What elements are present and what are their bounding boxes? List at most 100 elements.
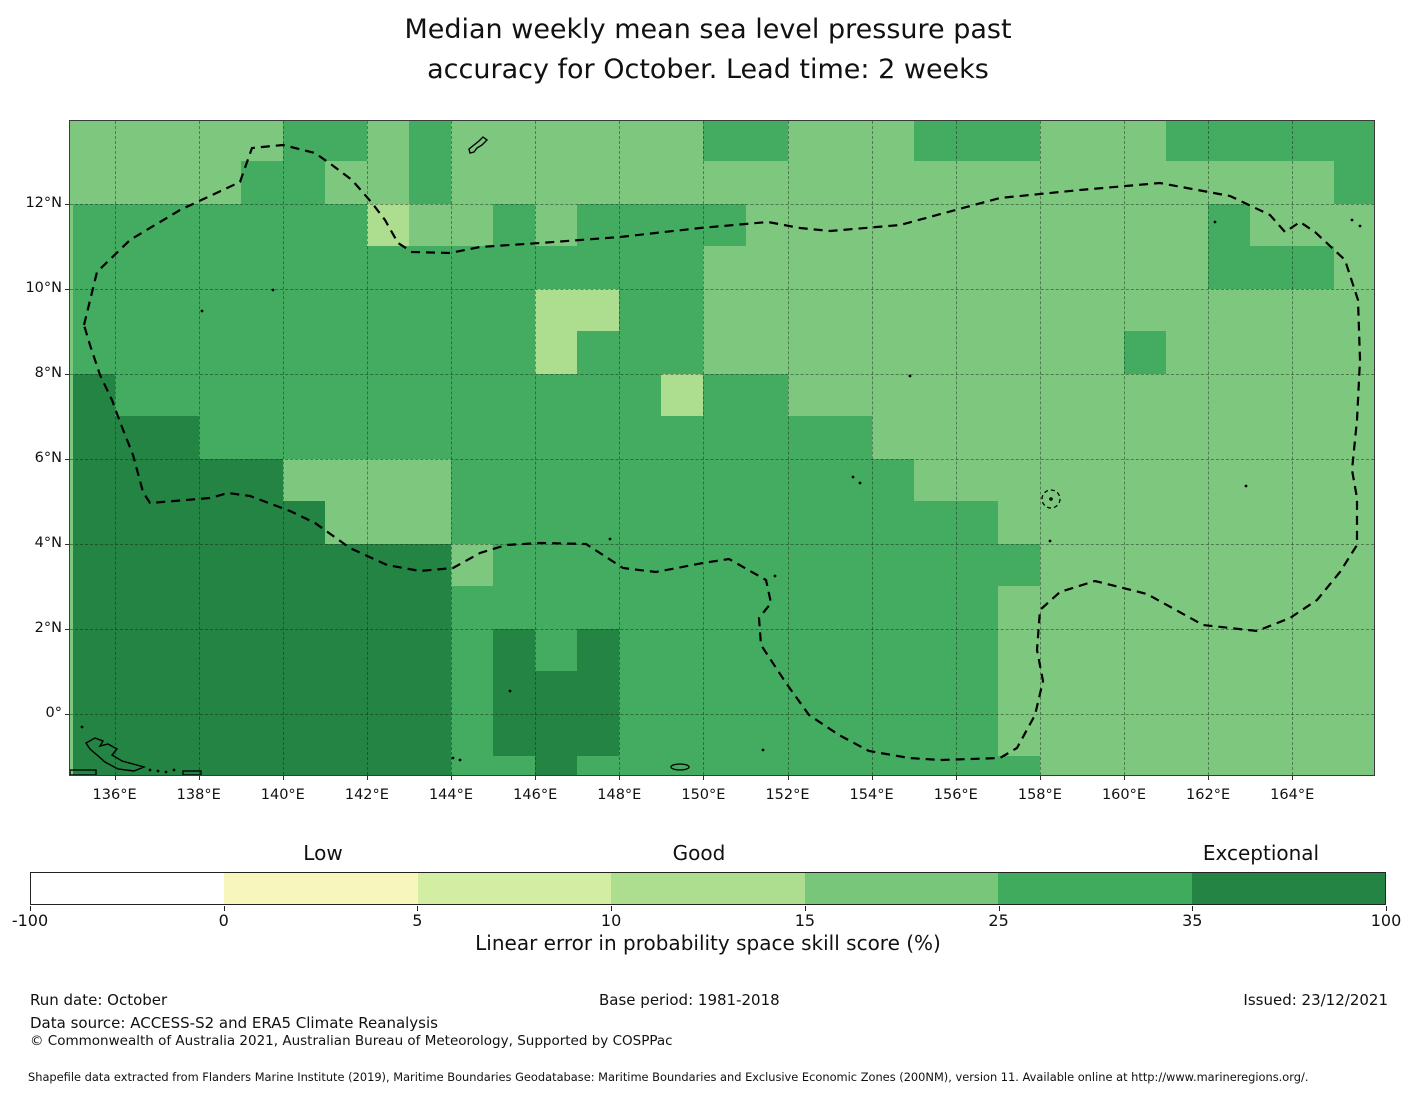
skill-cell: [156, 543, 200, 587]
skill-cell: [1208, 331, 1251, 375]
skill-cell: [829, 246, 873, 290]
skill-cell: [156, 121, 200, 162]
skill-cell: [198, 756, 242, 775]
longitude-gridline: [1208, 121, 1210, 775]
skill-cell: [1081, 373, 1125, 417]
skill-cell: [955, 161, 999, 205]
skill-cell: [156, 713, 200, 757]
skill-cell: [1292, 203, 1335, 247]
skill-cell: [409, 713, 452, 757]
skill-cell: [240, 543, 284, 587]
skill-cell: [1166, 713, 1209, 757]
skill-cell: [661, 671, 704, 715]
islet-dot: [164, 770, 168, 774]
longitude-gridline: [1292, 121, 1294, 775]
skill-cell: [745, 121, 789, 162]
skill-cell: [997, 121, 1041, 162]
skill-cell: [1292, 671, 1335, 715]
colorbar-tick-label: 100: [1370, 911, 1402, 930]
skill-cell: [198, 628, 242, 672]
skill-cell: [577, 288, 620, 332]
skill-cell: [240, 246, 284, 290]
skill-cell: [198, 246, 242, 290]
islet-dot: [172, 768, 176, 772]
skill-cell: [72, 713, 116, 757]
skill-cell: [1081, 331, 1125, 375]
islet-dot: [148, 768, 152, 772]
skill-cell: [1081, 246, 1125, 290]
skill-cell: [913, 288, 957, 332]
latitude-gridline: [70, 713, 1374, 715]
skill-cell: [240, 331, 284, 375]
skill-cell: [240, 416, 284, 460]
colorbar-tick-mark: [611, 906, 613, 911]
skill-cell: [1208, 458, 1251, 502]
chart-title-line1: Median weekly mean sea level pressure pa…: [404, 14, 1012, 45]
skill-cell: [871, 713, 915, 757]
longitude-gridline: [871, 121, 873, 775]
skill-cell: [913, 543, 957, 587]
skill-cell: [703, 161, 747, 205]
skill-cell: [1250, 501, 1293, 545]
footer-shapefile-credit: Shapefile data extracted from Flanders M…: [28, 1070, 1309, 1084]
skill-cell: [829, 756, 873, 775]
skill-cell: [1334, 416, 1374, 460]
skill-cell: [703, 121, 747, 162]
skill-cell: [1208, 501, 1251, 545]
skill-cell: [1039, 628, 1083, 672]
y-axis-tick-mark: [65, 288, 69, 290]
skill-cell: [535, 288, 578, 332]
skill-cell: [1039, 458, 1083, 502]
skill-cell: [114, 121, 158, 162]
skill-cell: [1081, 161, 1125, 205]
x-axis-tick-mark: [1208, 776, 1210, 780]
skill-cell: [535, 161, 578, 205]
skill-cell: [1292, 416, 1335, 460]
skill-cell: [871, 628, 915, 672]
skill-cell: [156, 161, 200, 205]
skill-cell: [282, 756, 326, 775]
y-axis-tick-label: 10°N: [25, 279, 62, 296]
x-axis-tick-label: 156°E: [933, 787, 978, 803]
island-eez-circle: [1041, 489, 1061, 509]
skill-cell: [156, 586, 200, 630]
skill-cell: [535, 543, 578, 587]
skill-cell: [156, 331, 200, 375]
longitude-gridline: [451, 121, 452, 775]
skill-cell: [1039, 246, 1083, 290]
skill-cell: [703, 416, 747, 460]
skill-cell: [282, 288, 326, 332]
x-axis-tick-mark: [535, 776, 537, 780]
skill-cell: [619, 543, 662, 587]
skill-cell: [72, 331, 116, 375]
skill-cell: [324, 121, 368, 162]
skill-cell: [366, 416, 410, 460]
skill-cell: [535, 756, 578, 775]
islet-dot: [156, 769, 160, 773]
skill-cell: [1250, 246, 1293, 290]
colorbar-segment: [417, 873, 612, 904]
x-axis-tick-label: 140°E: [260, 787, 305, 803]
skill-cell: [745, 713, 789, 757]
skill-cell: [1334, 331, 1374, 375]
skill-cell: [787, 628, 831, 672]
x-axis-tick-label: 160°E: [1101, 787, 1147, 803]
map-plot-area: [69, 120, 1375, 776]
skill-cell: [703, 288, 747, 332]
y-axis-tick-label: 6°N: [34, 449, 62, 466]
skill-cell: [1166, 121, 1209, 162]
islet-dot: [458, 758, 462, 762]
skill-cell: [1124, 543, 1167, 587]
islet-dot: [508, 689, 512, 693]
skill-cell: [366, 373, 410, 417]
islet-dot: [851, 475, 855, 479]
skill-cell: [661, 246, 704, 290]
skill-cell: [619, 713, 662, 757]
latitude-gridline: [70, 288, 1374, 290]
colorbar-tick-label: 25: [988, 911, 1009, 930]
skill-cell: [1124, 203, 1167, 247]
skill-cell: [1124, 628, 1167, 672]
skill-cell: [535, 501, 578, 545]
skill-cell: [240, 203, 284, 247]
skill-cell: [366, 331, 410, 375]
